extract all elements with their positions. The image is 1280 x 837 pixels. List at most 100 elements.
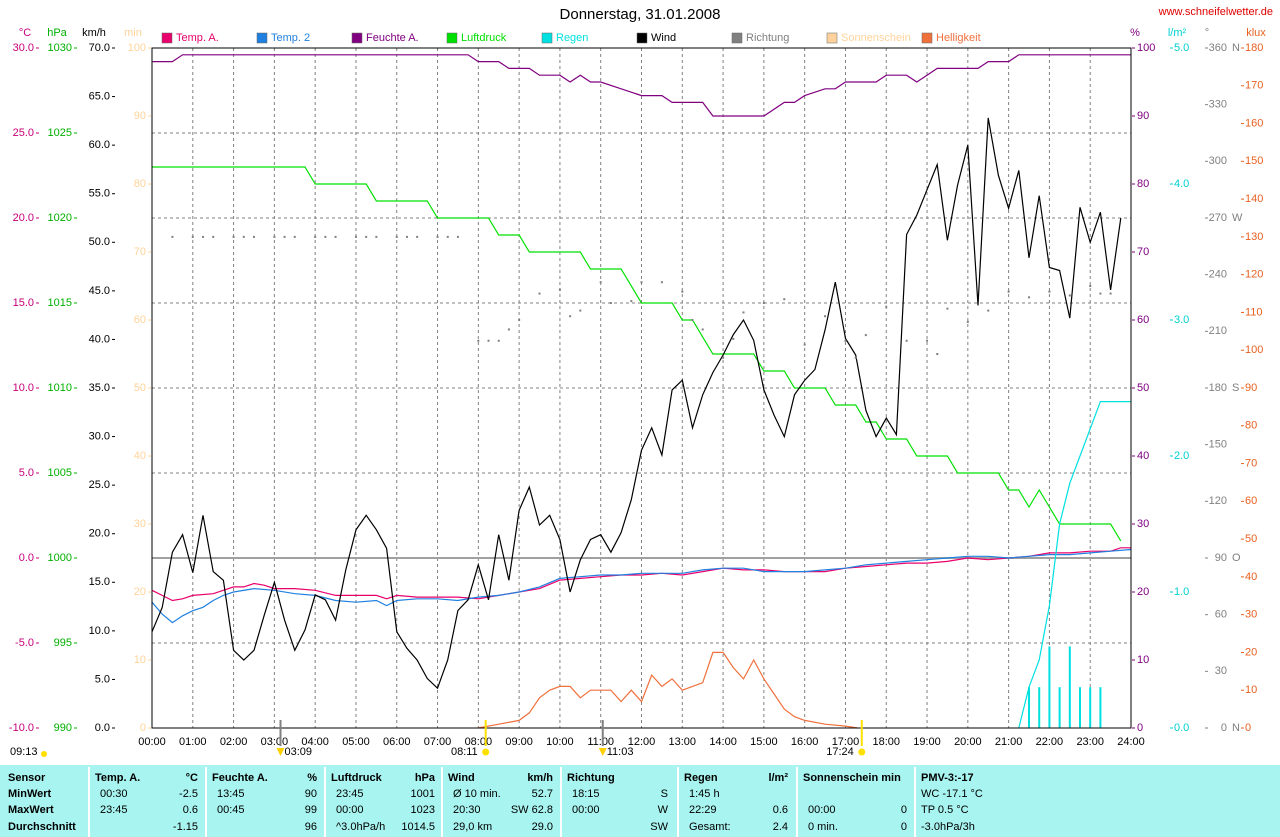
table-cell: 23:45 [100, 804, 128, 816]
marks [151, 54, 1132, 729]
y-tick-label: 60.0 [89, 139, 110, 151]
moon-icon [598, 748, 607, 756]
direction-dot [732, 337, 735, 340]
legend-swatch [161, 32, 173, 44]
table-cell: 00:45 [217, 804, 245, 816]
x-tick-label: 06:00 [383, 736, 411, 748]
y-tick-label: 150 [1209, 439, 1227, 451]
table-cell: -1.15 [173, 821, 198, 833]
moon-icon [276, 748, 285, 756]
table-cell: 52.7 [532, 788, 553, 800]
direction-dot [314, 235, 317, 238]
direction-dot [905, 339, 908, 342]
y-tick-label: 300 [1209, 155, 1227, 167]
y-tick-label: 50 [1245, 533, 1257, 545]
y-tick-label: 60 [1245, 495, 1257, 507]
table-cell: WC -17.1 °C [921, 788, 983, 800]
direction-dot [691, 319, 694, 321]
table-cell: 2.4 [773, 821, 788, 833]
rain-bar [1058, 687, 1061, 728]
y-tick-label: 10 [1137, 654, 1149, 666]
y-tick-label: 100 [1245, 344, 1263, 356]
legend-swatch [731, 32, 743, 44]
plot-frame [151, 47, 1132, 729]
direction-dot [1089, 285, 1092, 287]
x-tick-label: 16:00 [791, 736, 819, 748]
x-tick-label: 18:00 [872, 736, 900, 748]
direction-dot [864, 334, 867, 337]
table-unit: hPa [415, 772, 436, 784]
y-tick-label: 270 [1209, 212, 1227, 224]
source-link: www.schneifelwetter.de [1158, 6, 1273, 18]
table-header: Temp. A. [95, 772, 140, 784]
direction-dot [293, 235, 296, 238]
table-cell: 20:30 [453, 804, 481, 816]
axis-unit: % [1130, 27, 1140, 39]
legend-swatch [826, 32, 838, 44]
y-tick-label: 55.0 [89, 188, 110, 200]
y-tick-label: 35.0 [89, 382, 110, 394]
y-tick-label: 90 [134, 110, 146, 122]
y-tick-label: 2.0 [1174, 450, 1189, 462]
table-cell: 00:30 [100, 788, 128, 800]
y-tick-label: 3.0 [1174, 314, 1189, 326]
y-tick-label: 180 [1245, 42, 1263, 54]
axis-unit: ° [1205, 27, 1209, 39]
direction-label: O [1232, 552, 1241, 564]
direction-dot [191, 235, 194, 238]
axis-unit: klux [1246, 27, 1266, 39]
legend-label: Wind [651, 32, 676, 44]
legend-label: Temp. A. [176, 32, 219, 44]
y-tick-label: 1005 [48, 467, 72, 479]
legend-swatch [256, 32, 268, 44]
y-tick-label: 140 [1245, 193, 1263, 205]
direction-dot [640, 281, 643, 284]
direction-label: N [1232, 722, 1240, 734]
direction-dot [1109, 292, 1112, 295]
y-tick-label: 15.0 [89, 576, 110, 588]
direction-dot [242, 235, 245, 238]
direction-dot [824, 315, 827, 318]
table-cell: 29,0 km [453, 821, 492, 833]
y-tick-label: 10 [134, 654, 146, 666]
y-tick-label: 60 [1137, 314, 1149, 326]
direction-dot [1099, 292, 1102, 295]
y-tick-label: -10.0 [9, 722, 34, 734]
legend-label: Luftdruck [461, 32, 507, 44]
x-tick-label: 11:00 [587, 736, 614, 748]
x-tick-label: 09:00 [505, 736, 533, 748]
direction-dot [487, 339, 490, 342]
direction-dot [701, 328, 704, 331]
x-tick-label: 00:00 [138, 736, 166, 748]
y-tick-label: 5.0 [1174, 42, 1189, 54]
legend-label: Regen [556, 32, 588, 44]
rain-bar [1079, 687, 1082, 728]
y-tick-label: 0.0 [1174, 722, 1189, 734]
direction-dot [936, 353, 939, 355]
direction-dot [844, 339, 847, 342]
y-tick-label: 20 [134, 586, 146, 598]
y-tick-label: 40 [134, 450, 146, 462]
y-tick-label: 50 [134, 382, 146, 394]
series-line [151, 548, 1132, 624]
table-cell: 18:15 [572, 788, 600, 800]
y-tick-label: 60 [1215, 609, 1227, 621]
x-tick-label: 07:00 [424, 736, 452, 748]
direction-dot [762, 302, 765, 304]
y-tick-label: 5.0 [19, 467, 34, 479]
y-tick-label: 90 [1137, 110, 1149, 122]
x-tick-label: 17:00 [832, 736, 860, 748]
table-cell: SW 62.8 [511, 804, 553, 816]
direction-dot [324, 235, 327, 238]
rain-bar [1099, 687, 1102, 728]
x-tick-label: 23:00 [1076, 736, 1104, 748]
direction-dot [681, 290, 684, 293]
y-tick-label: 990 [54, 722, 72, 734]
y-tick-label: 0 [1245, 722, 1251, 734]
x-tick-label: 19:00 [913, 736, 941, 748]
series-line [152, 54, 1131, 117]
y-tick-label: 30.0 [89, 430, 110, 442]
y-tick-label: 20.0 [89, 528, 110, 540]
sun-icon [482, 748, 490, 756]
